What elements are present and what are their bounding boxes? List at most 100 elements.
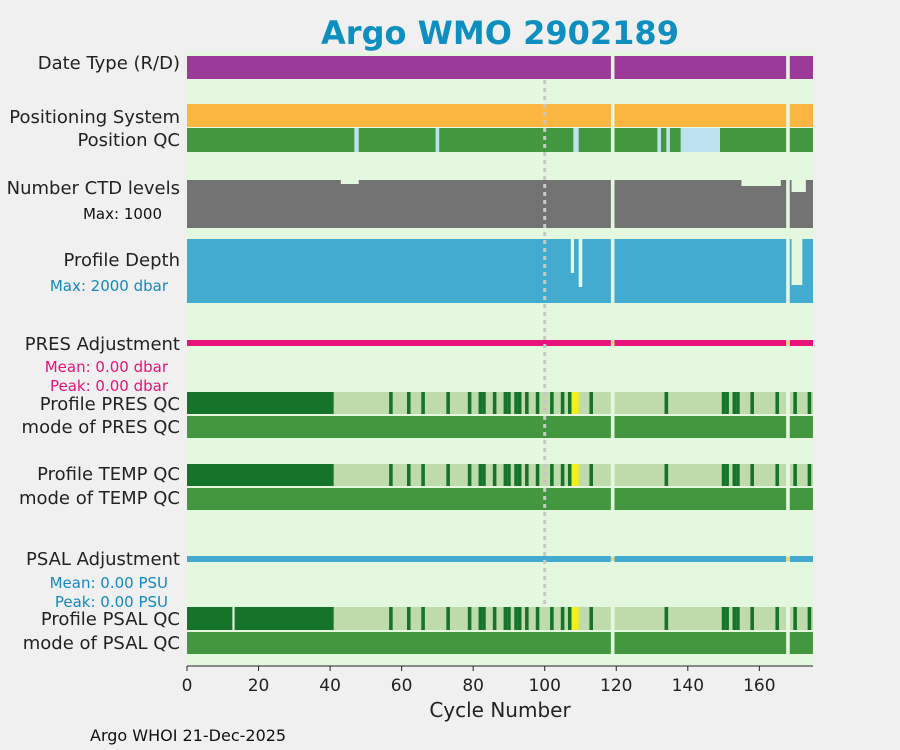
profile-temp-qc-dark-17 (589, 464, 594, 486)
profile-psal-qc-dark-3 (446, 607, 450, 630)
profile-temp-qc-dark-15 (560, 464, 565, 486)
profile-temp-qc-yellow-0 (571, 464, 576, 486)
profile-psal-qc-dark-2 (421, 607, 425, 630)
depth-dip-c (791, 239, 803, 285)
profile-pres-qc-dark-10 (514, 392, 518, 414)
row-label-mode-psal-qc: mode of PSAL QC (23, 633, 180, 654)
bars-layer (187, 56, 813, 654)
position-qc-flag-4 (666, 128, 670, 152)
profile-psal-qc-dark-7 (492, 607, 497, 630)
profile-temp-qc-dark-16 (567, 464, 572, 486)
depth-dip-b (578, 239, 583, 287)
profile-pres-qc-dark-22 (736, 392, 740, 414)
profile-pres-qc-dark-11 (517, 392, 522, 414)
profile-psal-qc-dark-13 (535, 607, 540, 630)
profile-temp-qc-dark-8 (503, 464, 508, 486)
profile-psal-qc-dark-9 (507, 607, 511, 630)
profile-pres-qc-dark-6 (482, 392, 486, 414)
profile-psal-qc-dark-start (187, 607, 334, 630)
ctd-dip-b (741, 180, 781, 186)
profile-temp-qc-dark-23 (750, 464, 754, 486)
profile-temp-qc-dark-10 (514, 464, 518, 486)
pres-adj-zero-1 (786, 341, 790, 345)
profile-pres-qc-dark-17 (589, 392, 594, 414)
x-tick-label: 80 (462, 676, 484, 696)
position-qc-flag-5 (680, 128, 720, 152)
x-tick-label: 160 (743, 676, 775, 696)
profile-psal-qc-dark-21 (732, 607, 737, 630)
row-label-psal-adjustment: PSAL Adjustment (26, 549, 180, 570)
profile-psal-qc-dark-24 (775, 607, 780, 630)
mode-pres-qc-bar-seg-2 (789, 416, 813, 438)
profile-pres-qc-light-seg-1 (614, 392, 787, 414)
profile-psal-qc-dark-11 (517, 607, 522, 630)
mode-pres-qc-bar-seg-1 (614, 416, 787, 438)
depth-max-label: Max: 2000 dbar (50, 277, 169, 295)
mode-temp-qc-bar-seg-0 (187, 488, 611, 510)
row-label-position-qc: Position QC (77, 130, 180, 151)
profile-temp-qc-gap-0 (610, 464, 615, 486)
mode-psal-qc-bar-seg-1 (614, 632, 787, 654)
profile-psal-qc-yellow-1 (575, 607, 579, 630)
profile-temp-qc-dark-2 (421, 464, 425, 486)
ctd-dip-c (791, 180, 806, 192)
pres-adjustment-line-seg-0 (187, 340, 611, 346)
profile-temp-qc-dark-25 (793, 464, 797, 486)
profile-psal-qc-break (232, 607, 235, 630)
profile-psal-qc-dark-6 (482, 607, 486, 630)
profile-pres-qc-dark-25 (793, 392, 797, 414)
x-tick-label: 120 (600, 676, 632, 696)
profile-psal-qc-dark-12 (525, 607, 529, 630)
pres-adjustment-line-seg-2 (789, 340, 813, 346)
profile-temp-qc-dark-26 (807, 464, 812, 486)
profile-temp-qc-dark-5 (478, 464, 483, 486)
profile-pres-qc-dark-0 (389, 392, 393, 414)
profile-pres-qc-dark-1 (406, 392, 411, 414)
profile-pres-qc-yellow-0 (571, 392, 576, 414)
profile-pres-qc-dark-21 (732, 392, 737, 414)
profile-temp-qc-dark-19 (721, 464, 726, 486)
x-axis: 0 20 40 60 80 100 120 140 160 (182, 665, 813, 696)
profile-pres-qc-dark-7 (492, 392, 497, 414)
profile-pres-qc-dark-14 (550, 392, 554, 414)
profile-psal-qc-gap-1 (786, 607, 790, 630)
profile-temp-qc-dark-start (187, 464, 334, 486)
psal-mean-label: Mean: 0.00 PSU (50, 574, 168, 592)
profile-pres-qc-dark-26 (807, 392, 812, 414)
profile-pres-qc-gap-1 (786, 392, 790, 414)
profile-temp-qc-dark-11 (517, 464, 522, 486)
profile-pres-qc-dark-12 (525, 392, 529, 414)
profile-pres-qc-dark-19 (721, 392, 726, 414)
psal-peak-label: Peak: 0.00 PSU (55, 593, 168, 611)
profile-psal-qc-dark-17 (589, 607, 594, 630)
position-qc-bar-seg-2 (789, 128, 813, 152)
row-label-pres-adjustment: PRES Adjustment (25, 334, 180, 355)
profile-psal-qc-dark-14 (550, 607, 554, 630)
profile-pres-qc-dark-8 (503, 392, 508, 414)
mode-psal-qc-bar-seg-0 (187, 632, 611, 654)
pres-mean-label: Mean: 0.00 dbar (45, 358, 169, 376)
profile-psal-qc-dark-10 (514, 607, 518, 630)
position-qc-bar-seg-0 (187, 128, 611, 152)
profile-temp-qc-dark-6 (482, 464, 486, 486)
profile-psal-qc-gap-0 (610, 607, 615, 630)
positioning-bar-seg-1 (614, 104, 787, 127)
x-tick-label: 40 (319, 676, 341, 696)
ctd-levels-bar-seg-1 (614, 180, 787, 228)
plot-area (187, 52, 813, 666)
data-type-bar-seg-1 (614, 56, 787, 79)
pres-adjustment-line-seg-1 (614, 340, 787, 346)
row-label-profile-temp-qc: Profile TEMP QC (37, 464, 180, 485)
x-tick-label: 20 (248, 676, 270, 696)
profile-temp-qc-dark-4 (467, 464, 472, 486)
profile-psal-qc-dark-20 (725, 607, 729, 630)
positioning-bar-seg-0 (187, 104, 611, 127)
data-type-bar-seg-0 (187, 56, 611, 79)
profile-pres-qc-dark-3 (446, 392, 450, 414)
row-label-profile-pres-qc: Profile PRES QC (40, 394, 180, 415)
position-qc-flag-3 (657, 128, 661, 152)
profile-pres-qc-dark-24 (775, 392, 780, 414)
row-label-profile-psal-qc: Profile PSAL QC (41, 609, 180, 630)
psal-adjustment-line-seg-2 (789, 556, 813, 562)
profile-temp-qc-dark-12 (525, 464, 529, 486)
